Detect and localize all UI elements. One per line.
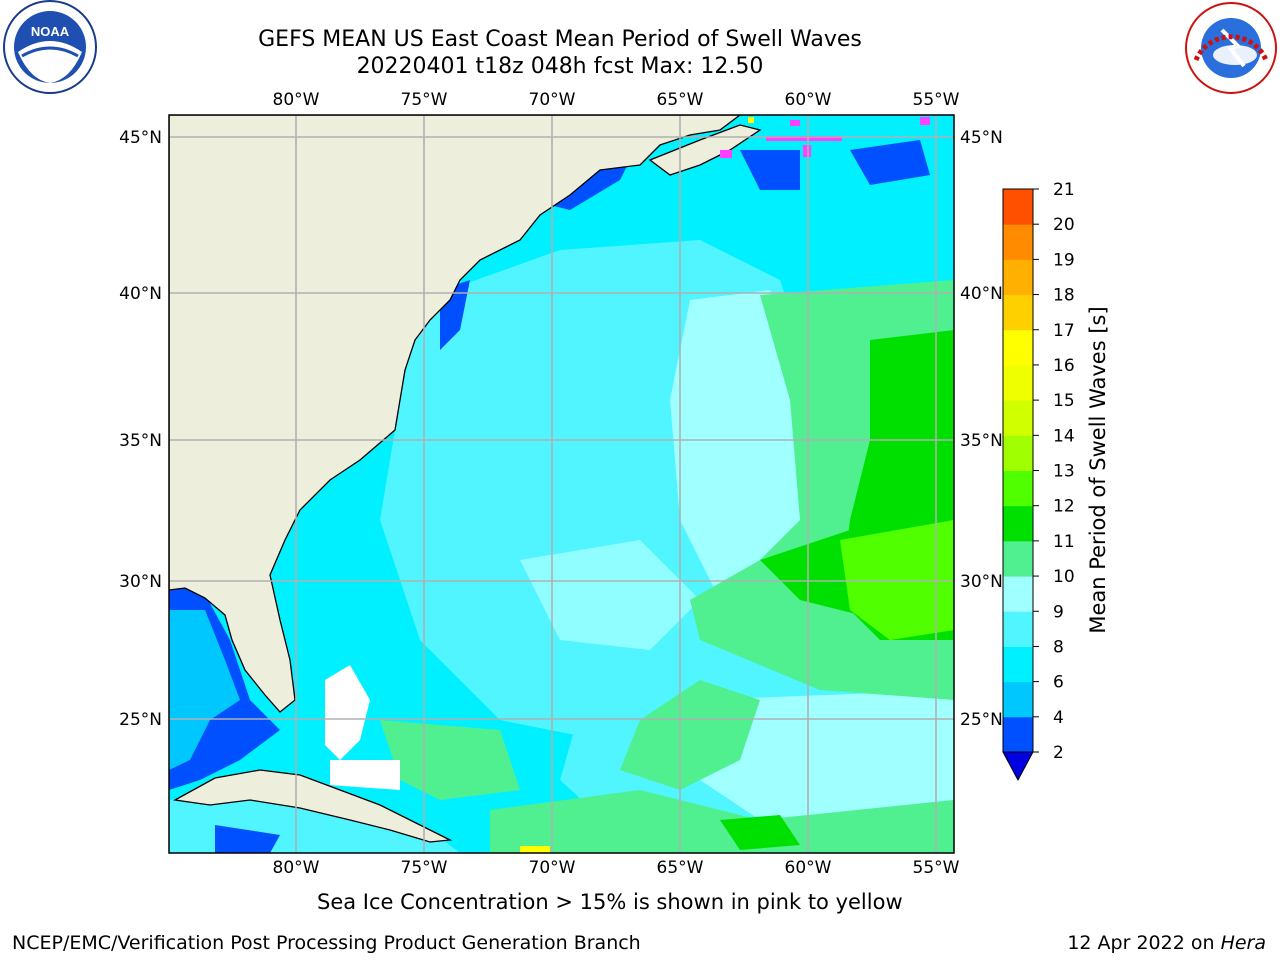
nova-scotia-blue bbox=[740, 150, 800, 190]
lon-label-bottom: 70°W bbox=[529, 858, 576, 878]
swell-zone-11s-south bbox=[720, 815, 800, 850]
colorbar-tick-label: 2 bbox=[1053, 743, 1064, 763]
swell-zone-12s bbox=[840, 520, 954, 640]
lon-label-bottom: 60°W bbox=[785, 858, 832, 878]
footer-date: 12 Apr 2022 on Hera bbox=[1067, 932, 1266, 954]
colorbar-tick-label: 10 bbox=[1053, 567, 1075, 587]
colorbar-tick-label: 15 bbox=[1053, 391, 1075, 411]
ice-note: Sea Ice Concentration > 15% is shown in … bbox=[317, 890, 903, 914]
swell-zone-9s bbox=[670, 290, 810, 600]
colorbar-tick-label: 19 bbox=[1053, 250, 1075, 270]
jamaica-blue bbox=[215, 825, 280, 853]
colorbar-segment bbox=[1003, 435, 1033, 471]
lat-label-left: 25°N bbox=[119, 710, 162, 730]
lon-label-top: 70°W bbox=[529, 90, 576, 110]
colorbar-tick-label: 4 bbox=[1053, 708, 1064, 728]
footer-host: Hera bbox=[1220, 932, 1266, 954]
lon-label-top: 65°W bbox=[657, 90, 704, 110]
lon-label-top: 60°W bbox=[785, 90, 832, 110]
colorbar-tick-label: 6 bbox=[1053, 673, 1064, 693]
lon-label-bottom: 75°W bbox=[401, 858, 448, 878]
colorbar: 2 4 6 8 9 10 11 12 13 14 15 16 17 18 19 20 21 bbox=[1002, 180, 1075, 782]
lat-label-right: 25°N bbox=[960, 710, 1003, 730]
colorbar-segment bbox=[1003, 329, 1033, 366]
land-north-america bbox=[169, 115, 742, 713]
lat-label-left: 35°N bbox=[119, 431, 162, 451]
colorbar-segment bbox=[1003, 470, 1033, 507]
bahamas-nodata bbox=[325, 665, 370, 760]
lat-label-right: 45°N bbox=[960, 128, 1003, 148]
graticule bbox=[169, 115, 954, 853]
chart-title-line1: GEFS MEAN US East Coast Mean Period of S… bbox=[258, 27, 862, 52]
colorbar-tick-label: 18 bbox=[1053, 286, 1075, 306]
colorbar-segment bbox=[1003, 259, 1033, 296]
sea-ice-marks bbox=[720, 117, 930, 158]
colorbar-label: Mean Period of Swell Waves [s] bbox=[1086, 306, 1110, 633]
colorbar-tick-label: 12 bbox=[1053, 497, 1075, 517]
colorbar-tick-label: 11 bbox=[1053, 532, 1075, 552]
colorbar-segment bbox=[1003, 400, 1033, 436]
colorbar-tick-label: 16 bbox=[1053, 356, 1075, 376]
footer-date-text: 12 Apr 2022 on bbox=[1067, 932, 1215, 954]
colorbar-segment bbox=[1003, 611, 1033, 647]
colorbar-tick-label: 21 bbox=[1053, 180, 1075, 200]
colorbar-tick-label: 13 bbox=[1053, 462, 1075, 482]
lat-label-left: 30°N bbox=[119, 572, 162, 592]
lon-label-top: 80°W bbox=[273, 90, 320, 110]
svg-text:NOAA: NOAA bbox=[31, 24, 70, 39]
sea-ice-yellow bbox=[520, 117, 754, 853]
colorbar-segment bbox=[1003, 189, 1033, 225]
footer-credit: NCEP/EMC/Verification Post Processing Pr… bbox=[12, 932, 641, 954]
colorbar-tick-label: 8 bbox=[1053, 637, 1064, 657]
cuba-shelf-nodata bbox=[330, 760, 400, 790]
swell-zone-10s-south bbox=[620, 680, 760, 790]
colorbar-extend-arrow bbox=[1002, 751, 1034, 782]
colorbar-segment bbox=[1003, 716, 1033, 753]
colorbar-tick-label: 9 bbox=[1053, 602, 1064, 622]
colorbar-tick-label: 14 bbox=[1053, 426, 1075, 446]
colorbar-tick-label: 17 bbox=[1053, 321, 1075, 341]
lon-label-bottom: 65°W bbox=[657, 858, 704, 878]
colorbar-segment bbox=[1003, 364, 1033, 401]
lat-label-right: 40°N bbox=[960, 284, 1003, 304]
nws-logo bbox=[1185, 2, 1277, 94]
gulf-cyan bbox=[169, 610, 240, 770]
swell-zone-bahamas bbox=[380, 720, 520, 800]
swell-zone-9s-south bbox=[700, 690, 954, 820]
noaa-logo: NOAA bbox=[3, 0, 97, 94]
colorbar-segment bbox=[1003, 540, 1033, 577]
lon-label-bottom: 80°W bbox=[273, 858, 320, 878]
map-frame bbox=[168, 114, 955, 854]
land-cuba bbox=[172, 769, 453, 843]
colorbar-segment bbox=[1003, 646, 1033, 683]
colorbar-tick-label: 20 bbox=[1053, 215, 1075, 235]
grand-banks-blue bbox=[850, 140, 930, 185]
lat-label-left: 40°N bbox=[119, 284, 162, 304]
lat-label-right: 35°N bbox=[960, 431, 1003, 451]
colorbar-segment bbox=[1003, 294, 1033, 331]
colorbar-segment bbox=[1003, 224, 1033, 260]
axis-labels: 80°W 80°W 75°W 75°W 70°W 70°W 65°W 65°W 60°W 60°W… bbox=[119, 90, 1003, 878]
colorbar-segment bbox=[1003, 681, 1033, 718]
colorbar-segment bbox=[1003, 505, 1033, 542]
colorbar-segment bbox=[1003, 576, 1033, 612]
chart-title-line2: 20220401 t18z 048h fcst Max: 12.50 bbox=[356, 54, 764, 79]
lat-label-right: 30°N bbox=[960, 572, 1003, 592]
lon-label-top: 55°W bbox=[913, 90, 960, 110]
lon-label-bottom: 55°W bbox=[913, 858, 960, 878]
swell-zone-9s-patch bbox=[520, 540, 700, 650]
lat-label-left: 45°N bbox=[119, 128, 162, 148]
lon-label-top: 75°W bbox=[401, 90, 448, 110]
